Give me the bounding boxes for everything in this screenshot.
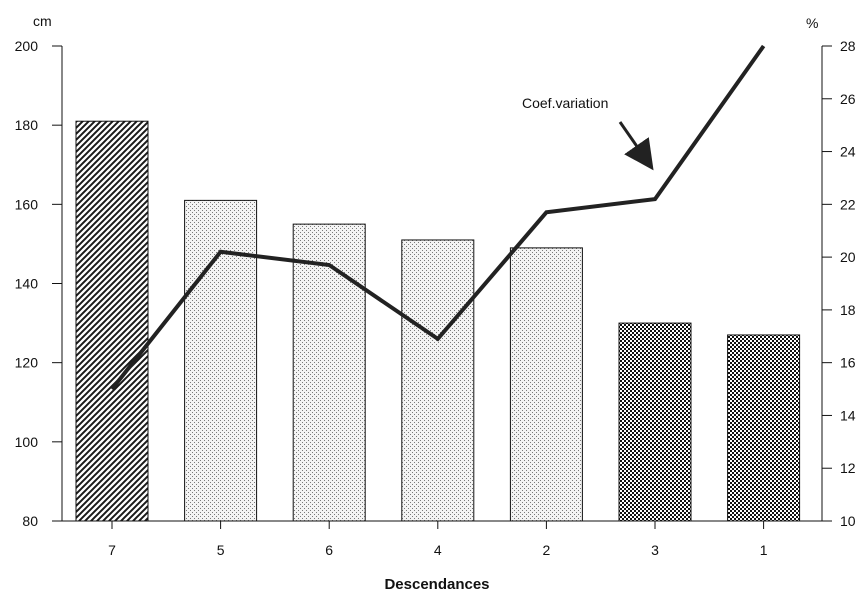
y-right-tick-label: 20 [840,249,856,265]
bar-5 [184,199,258,522]
bar-3 [618,322,692,522]
annotation-label: Coef.variation [522,95,608,111]
bar-1 [727,334,801,522]
x-tick-label: 1 [760,542,768,558]
y-right-tick-label: 18 [840,302,856,318]
y-left-tick-label: 180 [15,117,39,133]
y-right-tick-label: 26 [840,91,856,107]
y-left-tick-label: 140 [15,276,39,292]
x-tick-label: 3 [651,542,659,558]
x-tick-label: 7 [108,542,116,558]
y-right-tick-label: 10 [840,513,856,529]
y-left-unit-label: cm [33,13,52,29]
y-left-tick-label: 100 [15,434,39,450]
y-right-tick-label: 14 [840,407,856,423]
y-right-tick-label: 24 [840,144,856,160]
annotation-arrow [618,121,654,171]
y-right-tick-label: 28 [840,38,856,54]
y-right-tick-label: 22 [840,196,856,212]
y-left-tick-label: 200 [15,38,39,54]
bar-4 [401,239,475,522]
x-tick-label: 4 [434,542,442,558]
y-right-unit-label: % [806,15,818,31]
bar-2 [509,247,583,522]
y-right-tick-label: 16 [840,355,856,371]
y-left-tick-label: 160 [15,196,39,212]
x-tick-label: 2 [543,542,551,558]
x-tick-label: 5 [217,542,225,558]
series-line-coef-variation [110,44,766,391]
x-tick-label: 6 [325,542,333,558]
bar-6 [292,223,366,522]
y-left-tick-label: 80 [22,513,38,529]
y-left-tick-label: 120 [15,355,39,371]
x-axis-title: Descendances [384,576,489,593]
bar-7 [75,120,149,522]
y-right-tick-label: 12 [840,460,856,476]
